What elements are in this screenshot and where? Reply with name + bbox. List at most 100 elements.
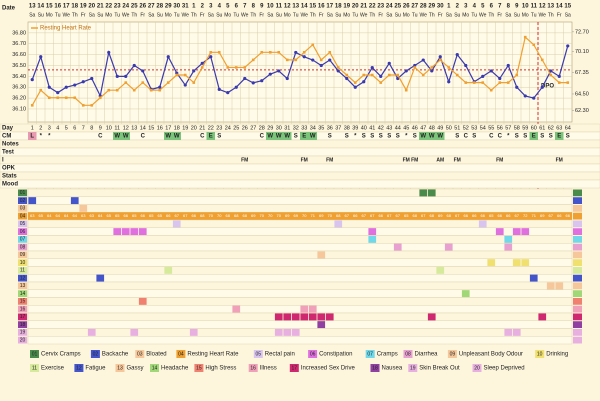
cm-cell <box>113 132 122 140</box>
legend-name: Gassy <box>127 366 144 372</box>
y-tick-label: 36.80 <box>12 30 26 36</box>
code-badge <box>18 298 27 305</box>
intercourse-text: FM <box>556 157 563 163</box>
rhr-value: 66 <box>481 213 486 218</box>
legend-code: 15 <box>196 365 202 371</box>
symptom-row-bg <box>27 204 573 213</box>
legend-code: 03 <box>137 351 143 357</box>
weekday: Mo <box>105 12 112 18</box>
point <box>404 88 408 92</box>
code-badge <box>573 197 582 204</box>
day-number: 27 <box>250 125 256 131</box>
symptom-cell <box>232 305 241 313</box>
day-number: 52 <box>463 125 469 131</box>
symptom-code: 05 <box>20 221 26 227</box>
symptom-cell <box>325 313 334 321</box>
point <box>260 51 264 54</box>
weekday: Th <box>250 12 256 18</box>
cm-text: W <box>420 134 426 140</box>
weekday: Sa <box>29 12 35 18</box>
legend-code: 02 <box>93 351 99 357</box>
weekday: Tu <box>531 12 537 18</box>
day-number: 7 <box>82 125 85 131</box>
cm-cell <box>427 132 436 140</box>
symptom-cell <box>138 228 147 236</box>
symptom-cell <box>504 235 513 243</box>
point <box>141 69 145 73</box>
point <box>158 85 162 89</box>
day-number: 64 <box>565 125 571 131</box>
point <box>226 66 230 69</box>
weekday: Th <box>369 12 375 18</box>
point <box>217 87 221 91</box>
cm-text: S <box>523 134 527 140</box>
weekday: Sa <box>267 12 273 18</box>
rhr-value: 69 <box>285 213 290 218</box>
cm-text: * <box>405 134 408 140</box>
cm-text: W <box>284 134 290 140</box>
code-badge <box>573 205 582 212</box>
legend-badge <box>194 364 204 372</box>
point <box>243 76 247 81</box>
code-badge <box>18 243 27 251</box>
rhr-value: 66 <box>472 213 477 218</box>
point <box>387 73 391 77</box>
point <box>557 81 561 84</box>
legend-name: High Stress <box>205 366 236 372</box>
intercourse-text: AM <box>436 157 444 163</box>
symptom-cell <box>130 328 139 336</box>
point <box>56 96 60 100</box>
date: 6 <box>235 4 239 10</box>
code-badge <box>573 321 582 328</box>
weekday: Su <box>97 12 103 18</box>
legend-name: Fatigue <box>85 366 106 372</box>
point <box>30 78 34 82</box>
cm-cell <box>172 132 181 140</box>
symptom-cell <box>283 313 292 321</box>
point <box>47 85 51 89</box>
symptom-cell <box>529 274 538 282</box>
code-badge <box>18 197 27 204</box>
point <box>175 73 179 77</box>
symptom-code: 20 <box>20 337 26 343</box>
legend-name: Skin Break Out <box>419 366 460 372</box>
day-number: 59 <box>522 125 528 131</box>
rhr-value: 65 <box>158 213 163 218</box>
date: 10 <box>522 4 529 10</box>
code-badge <box>18 189 27 197</box>
weekday: We <box>122 12 130 18</box>
weekday: Fr <box>378 12 383 18</box>
weekday: Fr <box>140 12 145 18</box>
point <box>532 43 536 47</box>
day-number: 48 <box>429 125 435 131</box>
legend-badge <box>74 364 84 372</box>
legend-badge <box>90 350 100 358</box>
date: 30 <box>173 4 180 10</box>
rhr-value: 65 <box>39 213 44 218</box>
day-number: 26 <box>242 125 248 131</box>
date: 6 <box>490 4 494 10</box>
rhr-value: 66 <box>557 213 562 218</box>
weekday: Mo <box>165 12 172 18</box>
day-number: 30 <box>276 125 282 131</box>
legend-name: Cramps <box>377 352 398 358</box>
symptom-code: 17 <box>20 314 26 320</box>
rhr-value: 68 <box>243 213 248 218</box>
code-badge <box>573 251 582 259</box>
rhr-value: 65 <box>107 213 112 218</box>
cm-cell <box>164 132 173 140</box>
code-badge <box>18 259 27 266</box>
weekday: Su <box>276 12 282 18</box>
symptom-cell <box>504 243 513 251</box>
date: 24 <box>386 4 393 10</box>
date: 5 <box>481 4 485 10</box>
point <box>396 76 400 81</box>
point <box>64 85 68 89</box>
symptom-cell <box>113 228 122 236</box>
date: 5 <box>226 4 230 10</box>
row-bg <box>0 171 600 181</box>
legend-badge <box>30 364 39 372</box>
date: 16 <box>318 4 325 10</box>
cm-text: S <box>515 134 519 140</box>
